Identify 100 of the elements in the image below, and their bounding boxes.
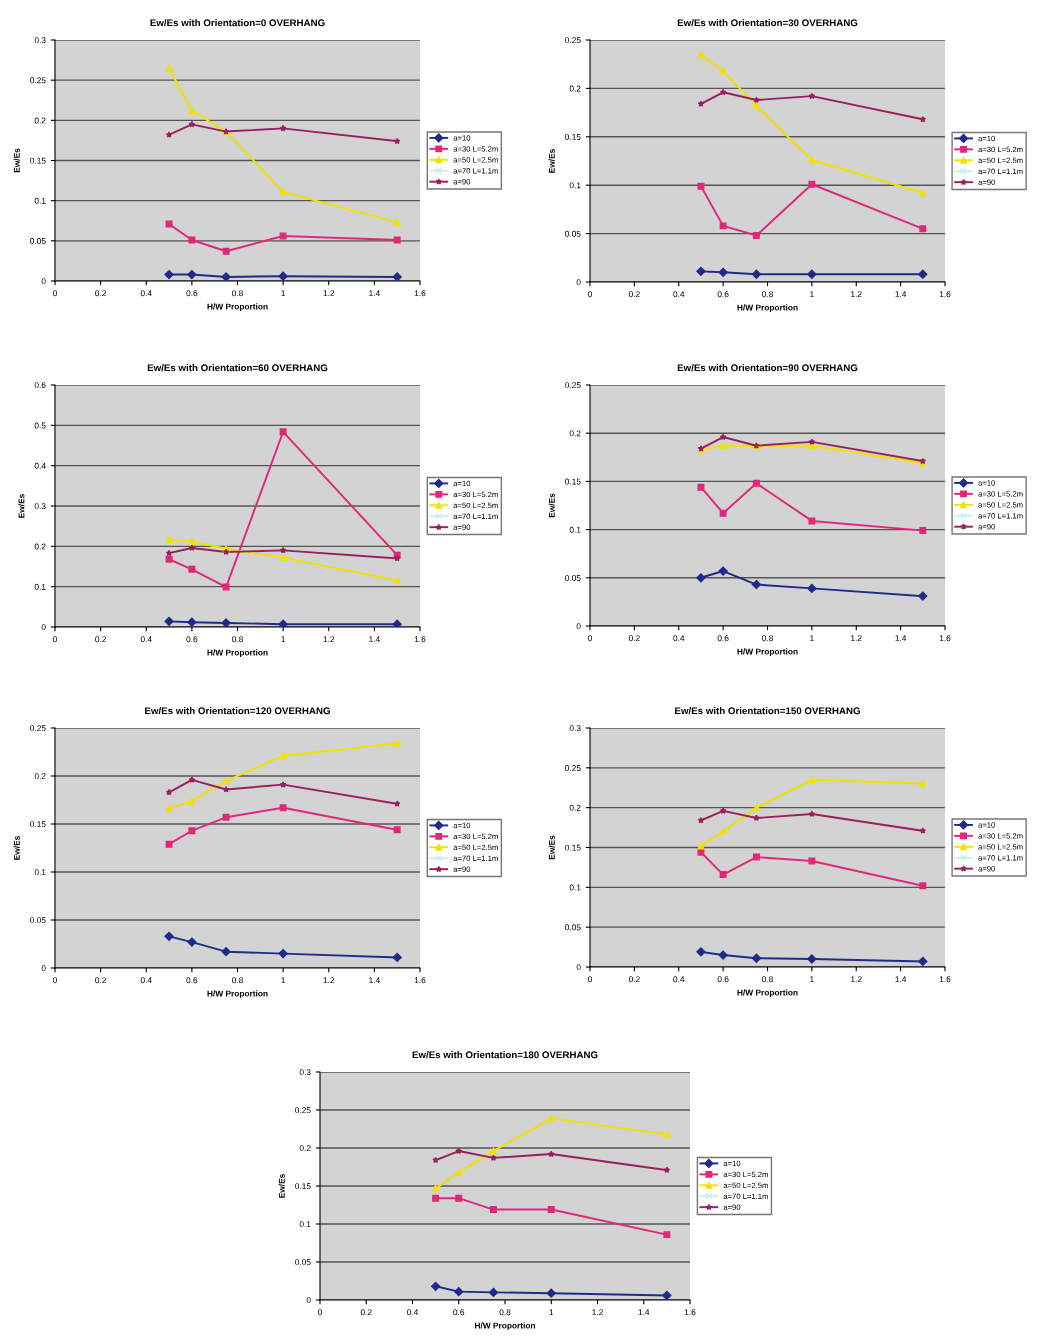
x-tick-label: 0 xyxy=(588,291,592,298)
x-axis-title: H/W Proportion xyxy=(475,1322,536,1331)
y-tick-label: 0.1 xyxy=(569,884,581,891)
x-axis-title: H/W Proportion xyxy=(207,990,268,999)
x-tick-label: 0.8 xyxy=(232,290,243,297)
x-tick-label: 0 xyxy=(318,1309,322,1316)
chart-title: Ew/Es with Orientation=90 OVERHANG xyxy=(677,364,858,372)
x-tick-label: 0.8 xyxy=(232,977,243,984)
x-tick-label: 0.4 xyxy=(673,976,685,983)
y-tick-label: 0.25 xyxy=(30,77,46,84)
x-tick-label: 0.2 xyxy=(628,291,640,298)
x-tick-label: 0.6 xyxy=(453,1309,465,1316)
x-tick-label: 0.2 xyxy=(95,290,106,297)
y-tick-label: 0.15 xyxy=(30,157,46,164)
y-tick-label: 0.3 xyxy=(34,37,46,44)
x-tick-label: 1.6 xyxy=(939,635,951,642)
y-tick-label: 0.05 xyxy=(565,924,581,931)
x-axis-title: H/W Proportion xyxy=(207,649,268,658)
x-tick-label: 1.6 xyxy=(414,636,426,643)
y-axis-title: Ew/Es xyxy=(278,1174,285,1198)
x-tick-label: 0.4 xyxy=(140,290,152,297)
x-tick-label: 0.8 xyxy=(499,1309,511,1316)
x-tick-label: 0.4 xyxy=(673,635,685,642)
x-tick-label: 1.4 xyxy=(895,635,907,642)
x-tick-label: 1.4 xyxy=(895,976,907,983)
x-tick-label: 0.2 xyxy=(360,1309,372,1316)
y-tick-label: 0.3 xyxy=(299,1069,311,1076)
chart-title: Ew/Es with Orientation=60 OVERHANG xyxy=(147,364,328,372)
y-tick-label: 0.2 xyxy=(34,773,46,780)
y-tick-label: 0.2 xyxy=(569,804,581,811)
x-tick-label: 1.4 xyxy=(369,977,380,984)
y-axis-title: Ew/Es xyxy=(548,835,555,860)
y-tick-label: 0.5 xyxy=(34,422,46,429)
y-tick-label: 0.25 xyxy=(565,765,581,771)
x-tick-label: 1.2 xyxy=(851,635,862,642)
x-tick-label: 0 xyxy=(53,977,57,984)
y-axis-title: Ew/Es xyxy=(13,148,20,173)
x-tick-label: 0 xyxy=(588,976,592,983)
y-tick-label: 0.15 xyxy=(565,134,581,140)
x-tick-label: 0 xyxy=(53,290,57,297)
y-tick-label: 0.2 xyxy=(569,85,581,92)
x-tick-label: 1.2 xyxy=(851,976,862,983)
x-tick-label: 1.6 xyxy=(414,977,426,984)
x-tick-label: 0.8 xyxy=(232,636,243,643)
x-tick-label: 1.2 xyxy=(323,290,335,297)
x-tick-label: 1.6 xyxy=(684,1309,696,1316)
chart-title: Ew/Es with Orientation=30 OVERHANG xyxy=(677,19,858,27)
y-tick-label: 0.2 xyxy=(34,117,46,124)
x-tick-label: 0.4 xyxy=(407,1309,419,1316)
y-tick-label: 0.05 xyxy=(565,230,581,237)
x-tick-label: 1.6 xyxy=(414,290,426,297)
y-axis-title: Ew/Es xyxy=(548,149,555,173)
y-tick-label: 0.6 xyxy=(34,382,46,389)
y-tick-label: 0.3 xyxy=(34,503,46,510)
x-tick-label: 0.4 xyxy=(140,636,152,643)
chart-title: Ew/Es with Orientation=150 OVERHANG xyxy=(675,707,860,715)
x-tick-label: 0.4 xyxy=(673,291,685,298)
y-tick-label: 0.05 xyxy=(565,575,581,581)
x-tick-label: 1.2 xyxy=(323,636,335,643)
x-tick-label: 0.6 xyxy=(186,977,198,984)
x-axis-title: H/W Proportion xyxy=(737,304,798,313)
y-tick-label: 0.1 xyxy=(569,182,581,189)
x-tick-label: 1.2 xyxy=(592,1309,603,1316)
y-tick-label: 0 xyxy=(41,278,46,285)
x-tick-label: 0.8 xyxy=(762,291,773,298)
y-tick-label: 0.05 xyxy=(30,917,46,924)
x-tick-label: 1 xyxy=(549,1309,554,1316)
y-tick-label: 0.15 xyxy=(30,821,46,828)
y-tick-label: 0.05 xyxy=(295,1259,311,1266)
y-axis-title: Ew/Es xyxy=(18,494,25,518)
y-tick-label: 0.1 xyxy=(34,197,46,204)
y-tick-label: 0.1 xyxy=(34,583,46,590)
x-tick-label: 0.2 xyxy=(628,635,640,642)
y-tick-label: 0.05 xyxy=(30,238,46,244)
x-tick-label: 0.8 xyxy=(762,635,773,642)
x-tick-label: 0.4 xyxy=(140,977,152,984)
y-axis-title: Ew/Es xyxy=(548,493,555,518)
chart-title: Ew/Es with Orientation=180 OVERHANG xyxy=(412,1051,598,1059)
x-tick-label: 0.6 xyxy=(717,635,729,642)
x-tick-label: 0 xyxy=(53,636,57,643)
x-tick-label: 0 xyxy=(588,635,592,642)
x-tick-label: 1.4 xyxy=(369,290,380,297)
y-tick-label: 0 xyxy=(576,623,581,630)
y-tick-label: 0.3 xyxy=(569,725,581,732)
x-tick-label: 1 xyxy=(281,290,286,297)
chart-title: Ew/Es with Orientation=0 OVERHANG xyxy=(150,19,325,27)
y-tick-label: 0.4 xyxy=(34,462,46,469)
y-tick-label: 0.25 xyxy=(565,37,581,44)
x-tick-label: 0.6 xyxy=(186,290,198,297)
x-tick-label: 0.2 xyxy=(628,976,640,983)
x-tick-label: 0.2 xyxy=(95,977,106,984)
chart-title: Ew/Es with Orientation=120 OVERHANG xyxy=(145,707,330,715)
x-tick-label: 0.8 xyxy=(762,976,773,983)
x-tick-label: 1.4 xyxy=(895,291,907,298)
y-tick-label: 0.25 xyxy=(565,382,581,389)
y-tick-label: 0.1 xyxy=(299,1221,311,1228)
y-tick-label: 0.2 xyxy=(34,543,46,550)
x-tick-label: 1.4 xyxy=(369,636,380,643)
x-tick-label: 0.6 xyxy=(186,636,198,643)
y-tick-label: 0.25 xyxy=(30,725,46,732)
